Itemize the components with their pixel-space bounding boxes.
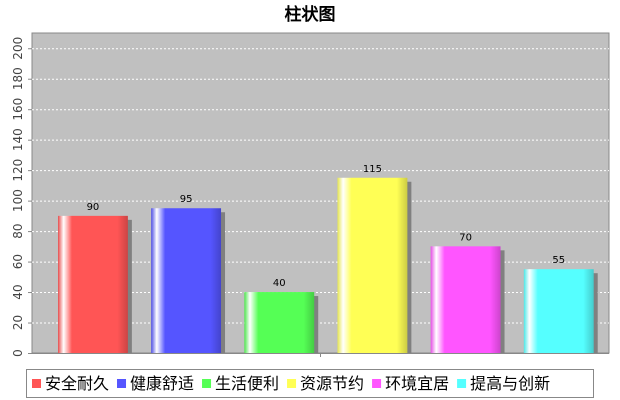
y-tick-label: 40 [11, 284, 25, 299]
legend-item-label: 健康舒适 [130, 374, 194, 393]
bar [244, 292, 315, 353]
y-tick-label: 20 [11, 315, 25, 330]
data-label: 40 [273, 278, 286, 289]
legend-swatch [202, 379, 212, 388]
y-tick-label: 60 [11, 254, 25, 269]
legend-item-label: 环境宜居 [385, 374, 449, 393]
legend-item-label: 资源节约 [300, 374, 364, 393]
bar [523, 269, 594, 353]
bar [58, 215, 128, 353]
y-tick-label: 140 [11, 128, 25, 151]
legend-swatch [457, 379, 467, 388]
chart-title: 柱状图 [285, 4, 336, 25]
y-tick-label: 180 [11, 67, 25, 90]
legend-item-label: 安全耐久 [45, 374, 109, 393]
bar [151, 208, 222, 353]
legend-swatch [372, 379, 382, 388]
data-label: 90 [87, 202, 100, 213]
data-label: 95 [180, 194, 193, 205]
legend-item-label: 生活便利 [215, 374, 279, 393]
legend-swatch [117, 379, 127, 388]
bar [337, 177, 408, 353]
legend-item-label: 提高与创新 [470, 374, 550, 393]
y-tick-label: 160 [11, 98, 25, 121]
data-label: 115 [363, 164, 382, 175]
y-tick-label: 120 [11, 159, 25, 182]
y-tick-label: 100 [11, 189, 25, 212]
bar [430, 246, 501, 353]
data-label: 55 [552, 255, 565, 266]
data-label: 70 [459, 232, 472, 243]
legend: 安全耐久 健康舒适 生活便利 资源节约 环境宜居 提高与创新 [26, 369, 594, 398]
legend-swatch [32, 379, 41, 388]
legend-swatch [287, 379, 297, 388]
y-tick-label: 200 [11, 37, 25, 60]
y-tick-label: 80 [11, 223, 25, 238]
y-tick-label: 0 [11, 349, 25, 357]
